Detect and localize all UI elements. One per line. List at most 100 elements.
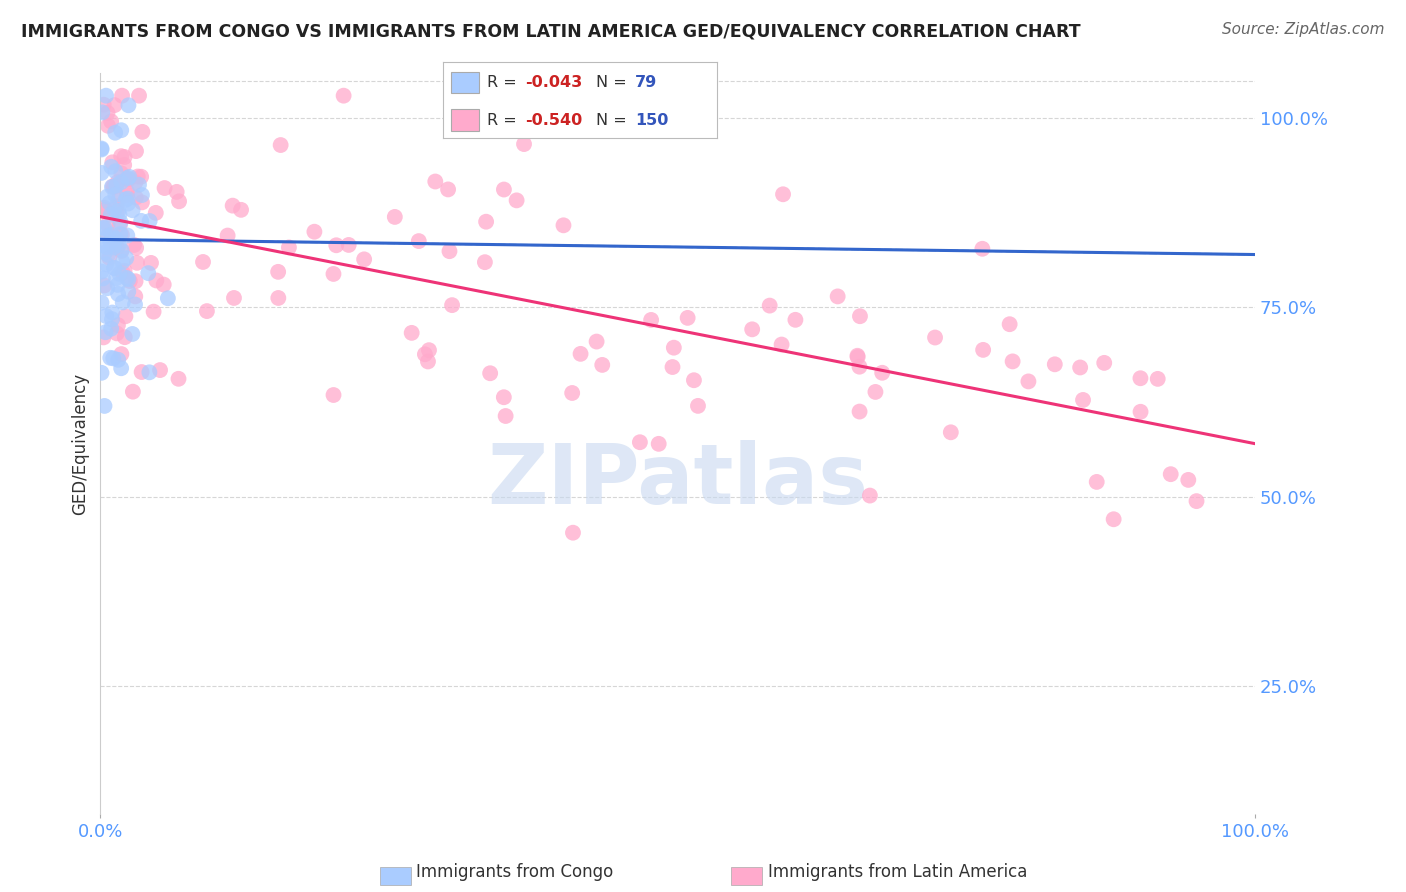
Point bbox=[124, 289, 146, 303]
Point bbox=[110, 361, 132, 376]
Point bbox=[97, 229, 120, 244]
Point bbox=[107, 204, 129, 219]
Point bbox=[107, 318, 129, 333]
Point bbox=[91, 271, 114, 285]
Point bbox=[100, 160, 122, 174]
Point bbox=[105, 271, 128, 285]
Point bbox=[118, 274, 141, 288]
Point bbox=[129, 214, 152, 228]
Point bbox=[111, 88, 134, 103]
Point bbox=[166, 185, 188, 199]
Point bbox=[1017, 375, 1039, 389]
Text: Immigrants from Latin America: Immigrants from Latin America bbox=[768, 863, 1026, 881]
Point bbox=[110, 175, 132, 189]
Point bbox=[304, 225, 326, 239]
Point bbox=[90, 141, 112, 155]
Point bbox=[492, 182, 515, 196]
Point bbox=[1160, 467, 1182, 482]
Point bbox=[546, 88, 568, 103]
Point bbox=[322, 267, 344, 281]
Y-axis label: GED/Equivalency: GED/Equivalency bbox=[72, 373, 89, 515]
Point bbox=[101, 180, 124, 194]
Point bbox=[107, 287, 129, 301]
Point bbox=[94, 202, 117, 217]
Text: ZIPatlas: ZIPatlas bbox=[486, 440, 868, 521]
Point bbox=[105, 199, 128, 213]
Point bbox=[145, 206, 167, 220]
Point bbox=[229, 202, 252, 217]
Point bbox=[145, 273, 167, 287]
Point bbox=[221, 199, 243, 213]
Point bbox=[492, 390, 515, 404]
Text: Immigrants from Congo: Immigrants from Congo bbox=[416, 863, 613, 881]
Point bbox=[553, 219, 575, 233]
Point bbox=[100, 208, 122, 222]
Point bbox=[90, 237, 112, 252]
Point bbox=[741, 322, 763, 336]
Point bbox=[131, 188, 153, 202]
Text: R =: R = bbox=[486, 112, 522, 128]
Point bbox=[103, 260, 125, 275]
Point bbox=[104, 126, 127, 140]
Point bbox=[93, 330, 115, 344]
Point bbox=[91, 105, 114, 120]
Point bbox=[110, 227, 132, 241]
Point bbox=[96, 281, 118, 295]
Point bbox=[128, 88, 150, 103]
Point bbox=[103, 180, 125, 194]
Point bbox=[104, 164, 127, 178]
Point bbox=[93, 278, 115, 293]
Text: N =: N = bbox=[596, 75, 633, 90]
Text: Source: ZipAtlas.com: Source: ZipAtlas.com bbox=[1222, 22, 1385, 37]
Point bbox=[90, 366, 112, 380]
Point bbox=[111, 255, 134, 269]
Point bbox=[93, 221, 115, 235]
Point bbox=[1102, 512, 1125, 526]
Point bbox=[661, 359, 683, 374]
Point bbox=[217, 228, 239, 243]
Point bbox=[772, 187, 794, 202]
Point bbox=[125, 256, 148, 270]
Point bbox=[131, 125, 153, 139]
Point bbox=[98, 351, 121, 365]
Point bbox=[1092, 356, 1115, 370]
Point bbox=[104, 98, 127, 112]
Point bbox=[111, 266, 134, 280]
Point bbox=[848, 359, 870, 374]
Point bbox=[337, 238, 360, 252]
Point bbox=[770, 337, 793, 351]
Point bbox=[90, 295, 112, 310]
Point bbox=[332, 88, 354, 103]
Point bbox=[322, 388, 344, 402]
Point bbox=[785, 313, 807, 327]
Point bbox=[129, 169, 152, 184]
Point bbox=[1177, 473, 1199, 487]
Point bbox=[128, 178, 150, 192]
Point bbox=[1129, 371, 1152, 385]
Point bbox=[115, 188, 138, 202]
Point bbox=[96, 240, 118, 254]
Point bbox=[91, 220, 114, 235]
Point bbox=[149, 363, 172, 377]
Point bbox=[110, 243, 132, 257]
Point bbox=[124, 175, 146, 189]
Point bbox=[138, 365, 160, 379]
Point bbox=[112, 158, 135, 172]
Point bbox=[90, 264, 112, 278]
Point bbox=[118, 169, 141, 184]
Point bbox=[384, 210, 406, 224]
Point bbox=[110, 166, 132, 180]
Point bbox=[136, 266, 159, 280]
Point bbox=[1185, 494, 1208, 508]
Point bbox=[972, 343, 994, 357]
Point bbox=[110, 149, 132, 163]
Point bbox=[1146, 372, 1168, 386]
Point bbox=[108, 267, 131, 281]
Point bbox=[97, 248, 120, 262]
Point bbox=[121, 203, 143, 218]
Point bbox=[114, 264, 136, 278]
Point bbox=[686, 399, 709, 413]
Point bbox=[138, 214, 160, 228]
Point bbox=[127, 169, 149, 184]
Point bbox=[105, 205, 128, 219]
